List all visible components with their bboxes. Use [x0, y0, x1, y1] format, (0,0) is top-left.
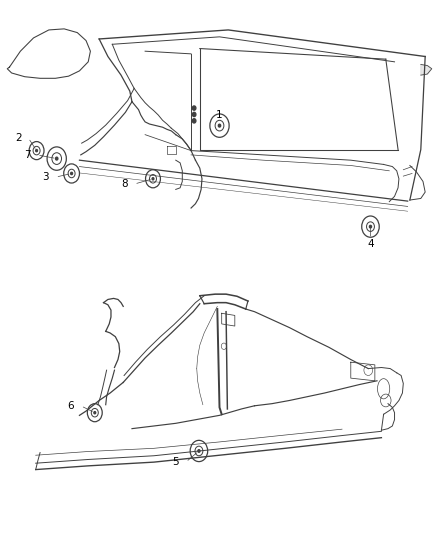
Text: 1: 1 [215, 110, 223, 120]
Circle shape [198, 450, 200, 452]
Circle shape [369, 225, 371, 228]
Text: 6: 6 [67, 401, 74, 411]
Circle shape [192, 112, 195, 117]
Text: 7: 7 [24, 150, 30, 160]
Circle shape [56, 157, 58, 160]
Circle shape [71, 172, 72, 175]
Text: 5: 5 [172, 457, 179, 467]
Circle shape [192, 106, 195, 110]
Circle shape [35, 150, 37, 152]
Circle shape [152, 177, 154, 180]
Text: 2: 2 [15, 133, 21, 143]
Text: 8: 8 [121, 179, 127, 189]
Circle shape [192, 119, 195, 123]
Polygon shape [420, 64, 431, 75]
Text: 4: 4 [366, 239, 373, 249]
Circle shape [94, 411, 95, 414]
Circle shape [218, 124, 220, 127]
Text: 3: 3 [42, 172, 49, 182]
